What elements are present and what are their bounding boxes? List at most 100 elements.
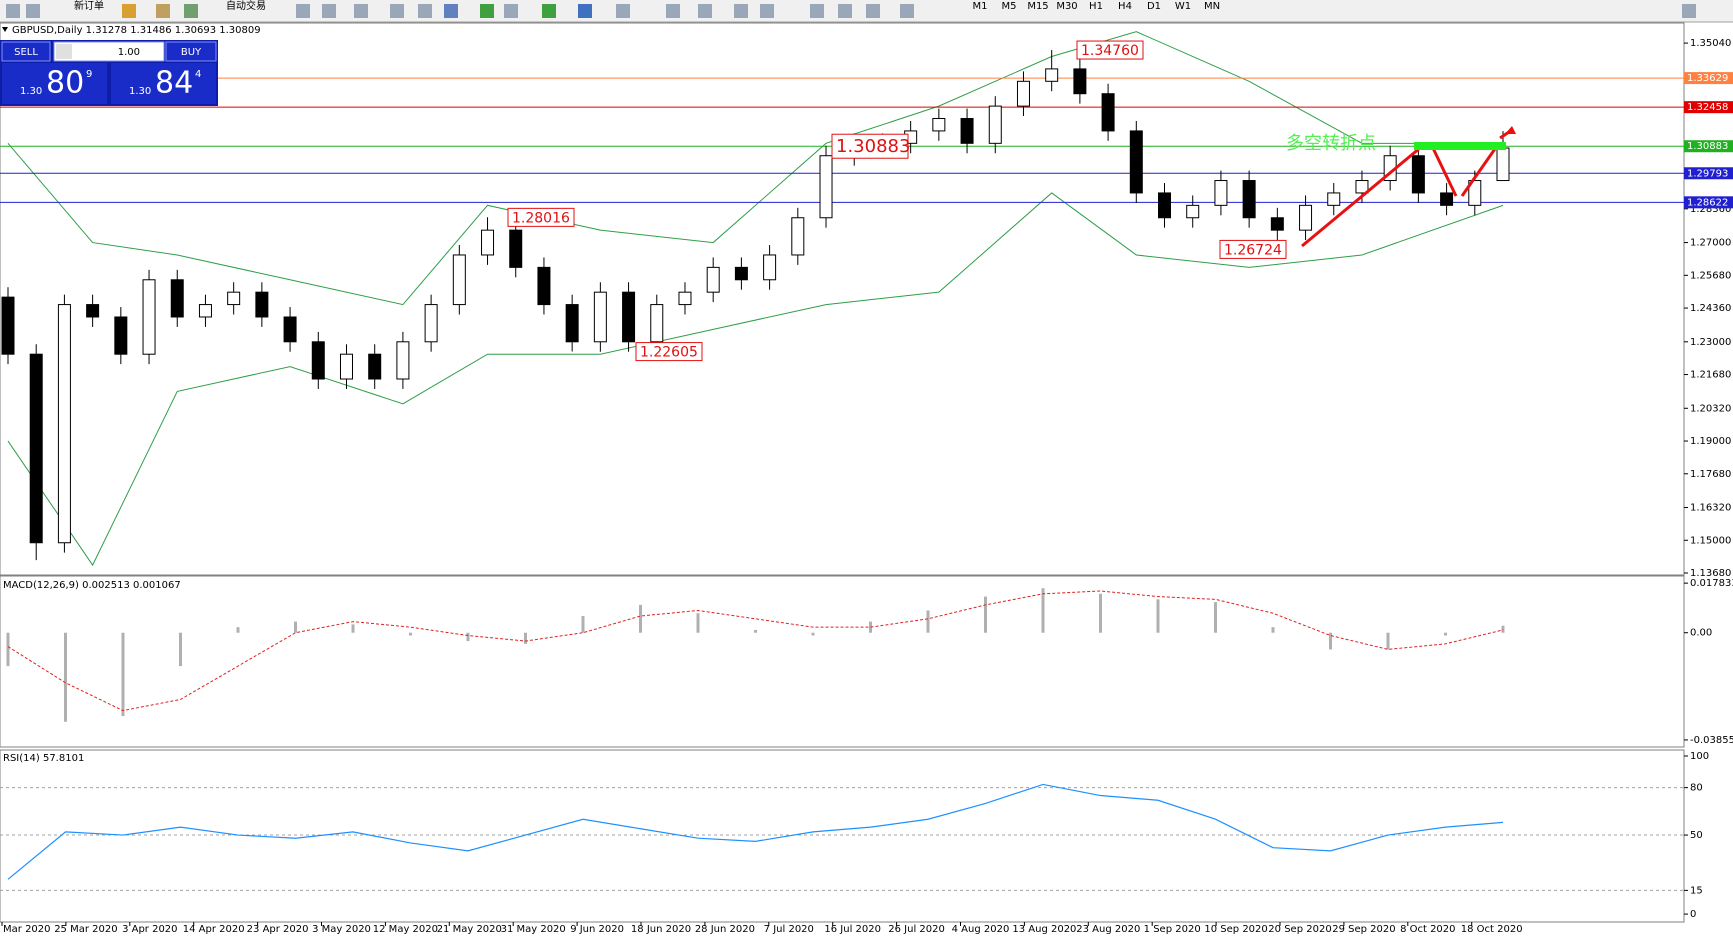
- autotrade-button[interactable]: 自动交易: [226, 0, 266, 12]
- timeframe-button[interactable]: H4: [1118, 1, 1132, 12]
- candle-body: [1214, 180, 1228, 206]
- timeframe-button[interactable]: M30: [1056, 1, 1077, 12]
- candle-body: [622, 291, 636, 343]
- rsi-header: RSI(14) 57.8101: [3, 753, 84, 764]
- timeframe-button[interactable]: D1: [1147, 1, 1161, 12]
- candle-body: [791, 217, 805, 256]
- timeframe-button[interactable]: W1: [1175, 1, 1191, 12]
- x-tick-label: 18 Oct 2020: [1461, 924, 1523, 934]
- trend-arrows: [1301, 128, 1513, 248]
- candle-body: [763, 254, 777, 281]
- level-tag: [1684, 101, 1733, 114]
- level-tag-label: 1.30883: [1687, 141, 1728, 152]
- y-tick-label: 1.35040: [1690, 38, 1731, 49]
- timeframe-button[interactable]: MN: [1204, 1, 1220, 12]
- sell-price-main: 80: [46, 66, 84, 101]
- candle-body: [424, 304, 438, 343]
- y-tick-label: 1.27000: [1690, 238, 1731, 249]
- level-tag: [1684, 167, 1733, 180]
- timeframe-button[interactable]: M15: [1027, 1, 1048, 12]
- sell-label[interactable]: SELL: [14, 47, 38, 58]
- x-tick-label: 29 Sep 2020: [1332, 924, 1395, 934]
- candle-body: [819, 155, 833, 219]
- x-tick-label: 1 Sep 2020: [1144, 924, 1201, 934]
- candle-body: [114, 316, 128, 355]
- timeframe-button[interactable]: M5: [1002, 1, 1017, 12]
- candle-body: [960, 118, 974, 144]
- level-tag: [1684, 140, 1733, 153]
- lot-value[interactable]: 1.00: [118, 47, 140, 58]
- candle-body: [1496, 147, 1510, 182]
- x-tick-label: 6 Mar 2020: [0, 924, 51, 934]
- candle-body: [227, 291, 241, 306]
- candle-body: [255, 291, 269, 318]
- lot-input[interactable]: [53, 41, 165, 62]
- candle-body: [29, 353, 43, 544]
- buy-label[interactable]: BUY: [181, 47, 202, 58]
- x-tick-label: 3 Apr 2020: [122, 924, 177, 934]
- candle-body: [565, 304, 579, 343]
- y-tick-label: -0.038559: [1690, 735, 1733, 746]
- candle-body: [481, 229, 495, 256]
- x-tick-label: 26 Jul 2020: [888, 924, 945, 934]
- y-tick-label: 1.25680: [1690, 270, 1731, 281]
- y-tick-label: 1.21680: [1690, 370, 1731, 381]
- candle-body: [1016, 80, 1030, 107]
- candle-body: [1270, 217, 1284, 231]
- candle-body: [86, 304, 100, 318]
- sell-price-box[interactable]: [2, 63, 107, 104]
- candle-body: [1, 296, 15, 355]
- buy-price-prefix: 1.30: [129, 86, 151, 97]
- level-tag-label: 1.28622: [1687, 197, 1728, 208]
- price-label: 1.34760: [1081, 43, 1139, 59]
- y-tick-label: 1.24360: [1690, 303, 1731, 314]
- x-tick-label: 4 Aug 2020: [952, 924, 1010, 934]
- y-tick-label: 0.00: [1690, 628, 1712, 639]
- candle-body: [1242, 180, 1256, 219]
- candle-body: [509, 229, 523, 268]
- candle-body: [170, 279, 184, 318]
- x-tick-label: 13 Aug 2020: [1012, 924, 1076, 934]
- timeframe-button[interactable]: H1: [1089, 1, 1103, 12]
- level-tag: [1684, 196, 1733, 209]
- y-tick-label: 50: [1690, 830, 1703, 841]
- candle-body: [988, 105, 1002, 144]
- timeframe-button[interactable]: M1: [973, 1, 988, 12]
- candle-body: [1327, 192, 1341, 206]
- x-tick-label: 21 May 2020: [437, 924, 502, 934]
- level-tag-label: 1.32458: [1687, 102, 1728, 113]
- price-label-box: [1219, 239, 1287, 259]
- candle-body: [1158, 192, 1172, 219]
- turning-point-note: 多空转折点: [1286, 133, 1376, 154]
- sell-button[interactable]: [1, 41, 51, 62]
- price-label: 1.28016: [512, 210, 570, 226]
- price-label: 1.22605: [640, 345, 698, 361]
- x-tick-label: 14 Apr 2020: [183, 924, 245, 934]
- timeframes: M1 M5 M15 M30 H1 H4 D1 W1 MN: [973, 1, 1221, 12]
- candle-body: [57, 304, 71, 544]
- y-tick-label: 0.017833: [1690, 578, 1733, 589]
- price-label: 1.26724: [1224, 242, 1282, 258]
- y-tick-label: 1.20320: [1690, 403, 1731, 414]
- rsi-line: [7, 783, 1504, 880]
- buy-button[interactable]: [165, 41, 217, 62]
- candle-body: [1355, 180, 1369, 194]
- x-tick-label: 10 Sep 2020: [1204, 924, 1267, 934]
- y-tick-label: 1.15000: [1690, 535, 1731, 546]
- x-tick-label: 23 Apr 2020: [247, 924, 309, 934]
- candle-body: [706, 266, 720, 293]
- macd-header: MACD(12,26,9) 0.002513 0.001067: [3, 580, 181, 591]
- price-label: 1.30883: [836, 136, 910, 157]
- lot-spinner[interactable]: [56, 44, 72, 59]
- level-tag-label: 1.29793: [1687, 168, 1728, 179]
- candle-body: [734, 266, 748, 281]
- toolbar-icons: [6, 4, 1696, 18]
- y-tick-label: 80: [1690, 783, 1703, 794]
- new-order-button[interactable]: 新订单: [74, 0, 104, 12]
- level-tag: [1684, 72, 1733, 85]
- candle-body: [593, 291, 607, 343]
- main-pane: [0, 22, 1685, 576]
- buy-price-box[interactable]: [111, 63, 216, 104]
